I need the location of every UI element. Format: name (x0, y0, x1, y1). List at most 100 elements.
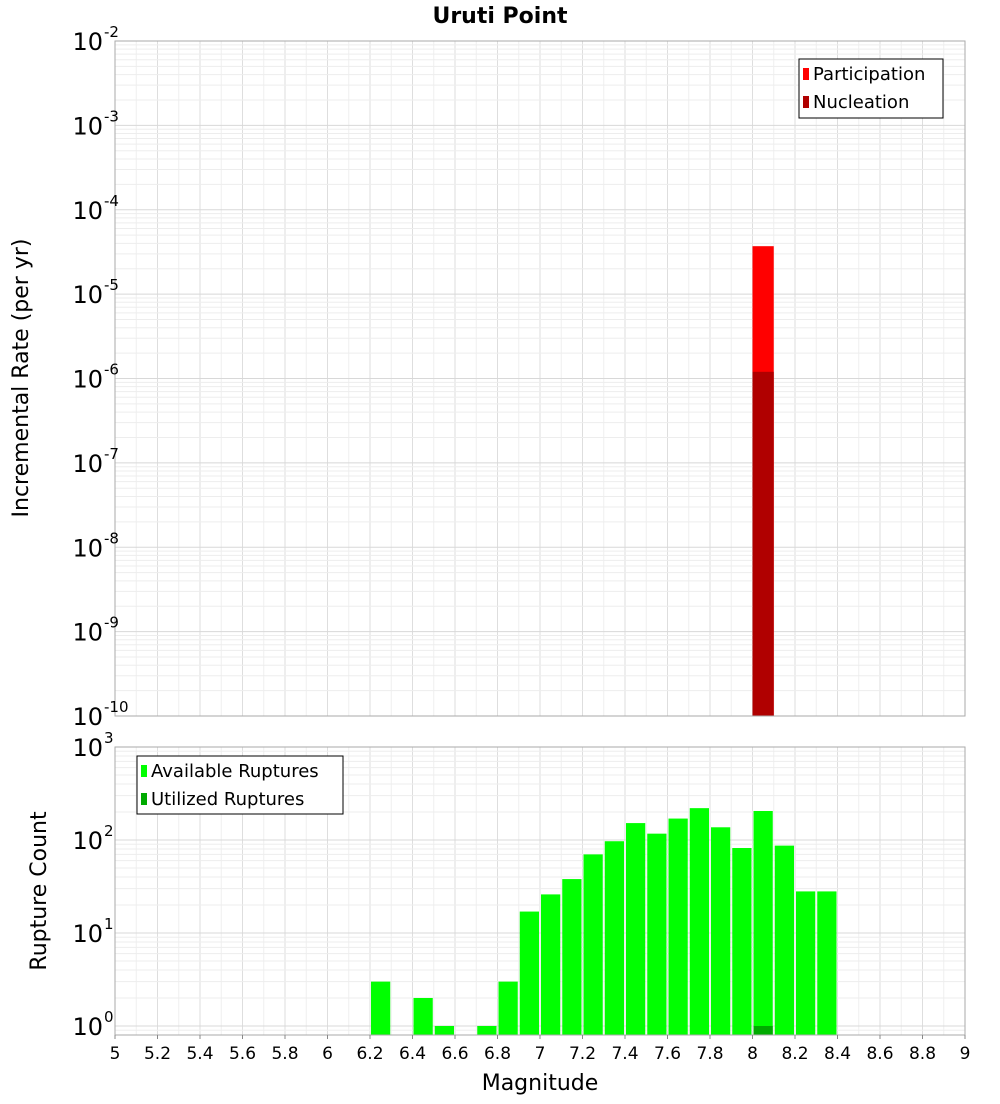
bottom-bar-available-ruptures (626, 823, 646, 1035)
x-tick-label: 8.8 (909, 1044, 936, 1064)
x-tick-label: 7.2 (569, 1044, 596, 1064)
top-y-tick-base: 10 (72, 28, 103, 56)
bottom-bar-available-ruptures (817, 891, 837, 1035)
top-bar-nucleation (752, 371, 774, 716)
x-tick-label: 7.8 (696, 1044, 723, 1064)
x-tick-label: 8 (747, 1044, 758, 1064)
top-legend-label: Participation (813, 64, 925, 85)
top-y-tick-exponent: -6 (104, 361, 119, 379)
top-y-tick-base: 10 (72, 703, 103, 731)
bottom-bar-available-ruptures (604, 841, 624, 1035)
bottom-y-tick-label: 10 2 (72, 822, 113, 855)
top-y-tick-label: 10 -10 (72, 698, 128, 731)
bottom-bar-available-ruptures (689, 808, 709, 1035)
bottom-legend-swatch (141, 793, 147, 805)
x-axis-label: Magnitude (482, 1071, 599, 1096)
bottom-legend: Available Ruptures Utilized Ruptures (136, 755, 344, 815)
top-y-tick-exponent: -8 (104, 529, 119, 547)
bottom-y-axis-label: Rupture Count (27, 811, 52, 971)
top-y-tick-exponent: -7 (104, 445, 119, 463)
top-y-tick-label: 10 -5 (72, 276, 119, 309)
bottom-bar-available-ruptures (753, 811, 773, 1035)
top-y-tick-base: 10 (72, 197, 103, 225)
bottom-bar-available-ruptures (774, 845, 794, 1035)
top-legend-swatch (803, 96, 809, 108)
top-plot-frame (114, 40, 966, 717)
x-tick-label: 9 (960, 1044, 971, 1064)
bottom-bar-available-ruptures (541, 894, 561, 1035)
x-tick-label: 6 (322, 1044, 333, 1064)
top-y-tick-base: 10 (72, 366, 103, 394)
chart-title: Uruti Point (432, 4, 568, 29)
top-y-tick-base: 10 (72, 281, 103, 309)
bottom-bar-available-ruptures (562, 879, 582, 1035)
top-y-tick-base: 10 (72, 619, 103, 647)
top-y-tick-label: 10 -6 (72, 361, 119, 394)
bottom-bar-utilized-ruptures (753, 1025, 773, 1035)
bottom-legend-label: Utilized Ruptures (151, 789, 304, 810)
bottom-bar-available-ruptures (668, 818, 688, 1035)
top-y-tick-label: 10 -9 (72, 614, 119, 647)
x-tick-label: 5 (110, 1044, 121, 1064)
bottom-bar-available-ruptures (371, 981, 391, 1035)
bottom-bar-available-ruptures (583, 854, 603, 1035)
bottom-y-tick-label: 10 0 (72, 1008, 113, 1041)
bottom-y-tick-exponent: 1 (104, 915, 114, 933)
x-tick-label: 5.6 (229, 1044, 256, 1064)
bottom-bar-available-ruptures (477, 1025, 497, 1035)
top-y-tick-exponent: -2 (104, 23, 119, 41)
x-tick-label: 5.2 (144, 1044, 171, 1064)
x-tick-label: 5.4 (186, 1044, 213, 1064)
x-tick-label: 6.6 (441, 1044, 468, 1064)
top-y-tick-base: 10 (72, 534, 103, 562)
bottom-y-tick-base: 10 (72, 1013, 103, 1041)
x-tick-label: 8.2 (781, 1044, 808, 1064)
top-y-tick-label: 10 -2 (72, 23, 119, 56)
bottom-bar-available-ruptures (434, 1025, 454, 1035)
bottom-y-tick-base: 10 (72, 920, 103, 948)
top-y-axis-label: Incremental Rate (per yr) (9, 239, 34, 518)
x-tick-label: 7.4 (611, 1044, 638, 1064)
top-y-tick-base: 10 (72, 450, 103, 478)
bottom-y-tick-exponent: 3 (104, 729, 114, 747)
top-y-tick-exponent: -10 (104, 698, 129, 716)
top-legend: Participation Nucleation (798, 58, 944, 119)
top-y-tick-label: 10 -4 (72, 192, 119, 225)
x-tick-label: 6.4 (399, 1044, 426, 1064)
x-tick-label: 8.4 (824, 1044, 851, 1064)
x-tick-label: 6.8 (484, 1044, 511, 1064)
bottom-bar-available-ruptures (519, 911, 539, 1035)
x-tick-label: 8.6 (866, 1044, 893, 1064)
bottom-y-tick-label: 10 3 (72, 729, 113, 762)
top-y-tick-label: 10 -8 (72, 529, 119, 562)
bottom-legend-label: Available Ruptures (151, 761, 319, 782)
top-y-tick-base: 10 (72, 112, 103, 140)
bottom-legend-box (136, 755, 344, 815)
x-tick-label: 6.2 (356, 1044, 383, 1064)
bottom-y-tick-exponent: 2 (104, 822, 114, 840)
x-tick-label: 5.8 (271, 1044, 298, 1064)
bottom-y-tick-base: 10 (72, 827, 103, 855)
bottom-bar-available-ruptures (647, 833, 667, 1035)
top-y-tick-exponent: -4 (104, 192, 119, 210)
top-y-tick-label: 10 -7 (72, 445, 119, 478)
bottom-bar-available-ruptures (413, 997, 433, 1035)
bottom-legend-swatch (141, 765, 147, 777)
x-tick-label: 7 (535, 1044, 546, 1064)
bottom-y-tick-base: 10 (72, 734, 103, 762)
top-y-tick-exponent: -9 (104, 614, 119, 632)
top-y-tick-exponent: -3 (104, 107, 119, 125)
bottom-bar-available-ruptures (796, 891, 816, 1035)
bottom-bar-available-ruptures (498, 981, 518, 1035)
top-legend-swatch (803, 68, 809, 80)
top-legend-label: Nucleation (813, 92, 909, 113)
bottom-y-tick-exponent: 0 (104, 1008, 114, 1026)
top-legend-box (798, 58, 944, 119)
top-y-tick-exponent: -5 (104, 276, 119, 294)
bottom-bar-available-ruptures (711, 827, 731, 1035)
bottom-bar-available-ruptures (732, 848, 752, 1035)
x-tick-label: 7.6 (654, 1044, 681, 1064)
bottom-y-tick-label: 10 1 (72, 915, 113, 948)
